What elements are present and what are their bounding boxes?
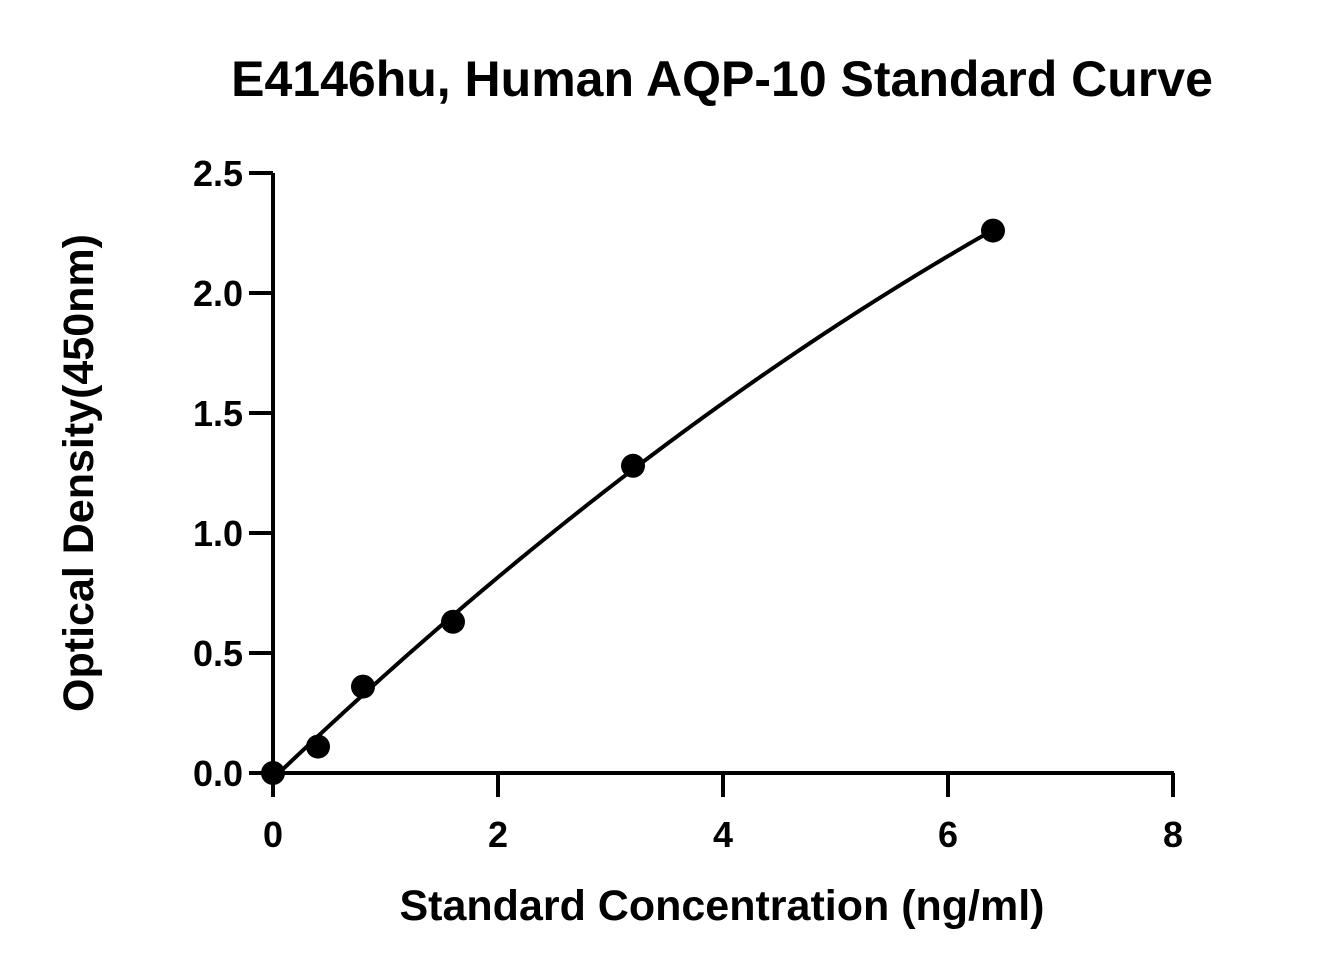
- x-tick-label: 6: [938, 814, 958, 855]
- data-point: [621, 453, 645, 478]
- data-point: [351, 674, 375, 699]
- y-tick-label: 2.5: [193, 153, 243, 194]
- y-tick-label: 0.5: [193, 633, 243, 674]
- x-axis-label: Standard Concentration (ng/ml): [400, 882, 1045, 930]
- chart-title: E4146hu, Human AQP-10 Standard Curve: [231, 51, 1213, 107]
- y-axis-ticks: 0.0 0.5 1.0 1.5 2.0 2.5: [193, 153, 273, 794]
- data-points: [261, 218, 1005, 785]
- data-point: [306, 734, 330, 759]
- y-tick-label: 2.0: [193, 273, 243, 314]
- data-point: [981, 218, 1005, 243]
- y-axis-label: Optical Density(450nm): [55, 234, 103, 712]
- x-axis-ticks: 0 2 4 6 8: [263, 773, 1183, 855]
- fit-curve: [272, 228, 994, 775]
- y-tick-label: 0.0: [193, 753, 243, 794]
- x-tick-label: 4: [713, 814, 733, 855]
- data-point: [261, 761, 285, 785]
- x-tick-label: 2: [488, 814, 508, 855]
- x-tick-label: 8: [1163, 814, 1183, 855]
- x-tick-label: 0: [263, 814, 283, 855]
- y-tick-label: 1.0: [193, 513, 243, 554]
- data-point: [441, 609, 465, 634]
- y-tick-label: 1.5: [193, 393, 243, 434]
